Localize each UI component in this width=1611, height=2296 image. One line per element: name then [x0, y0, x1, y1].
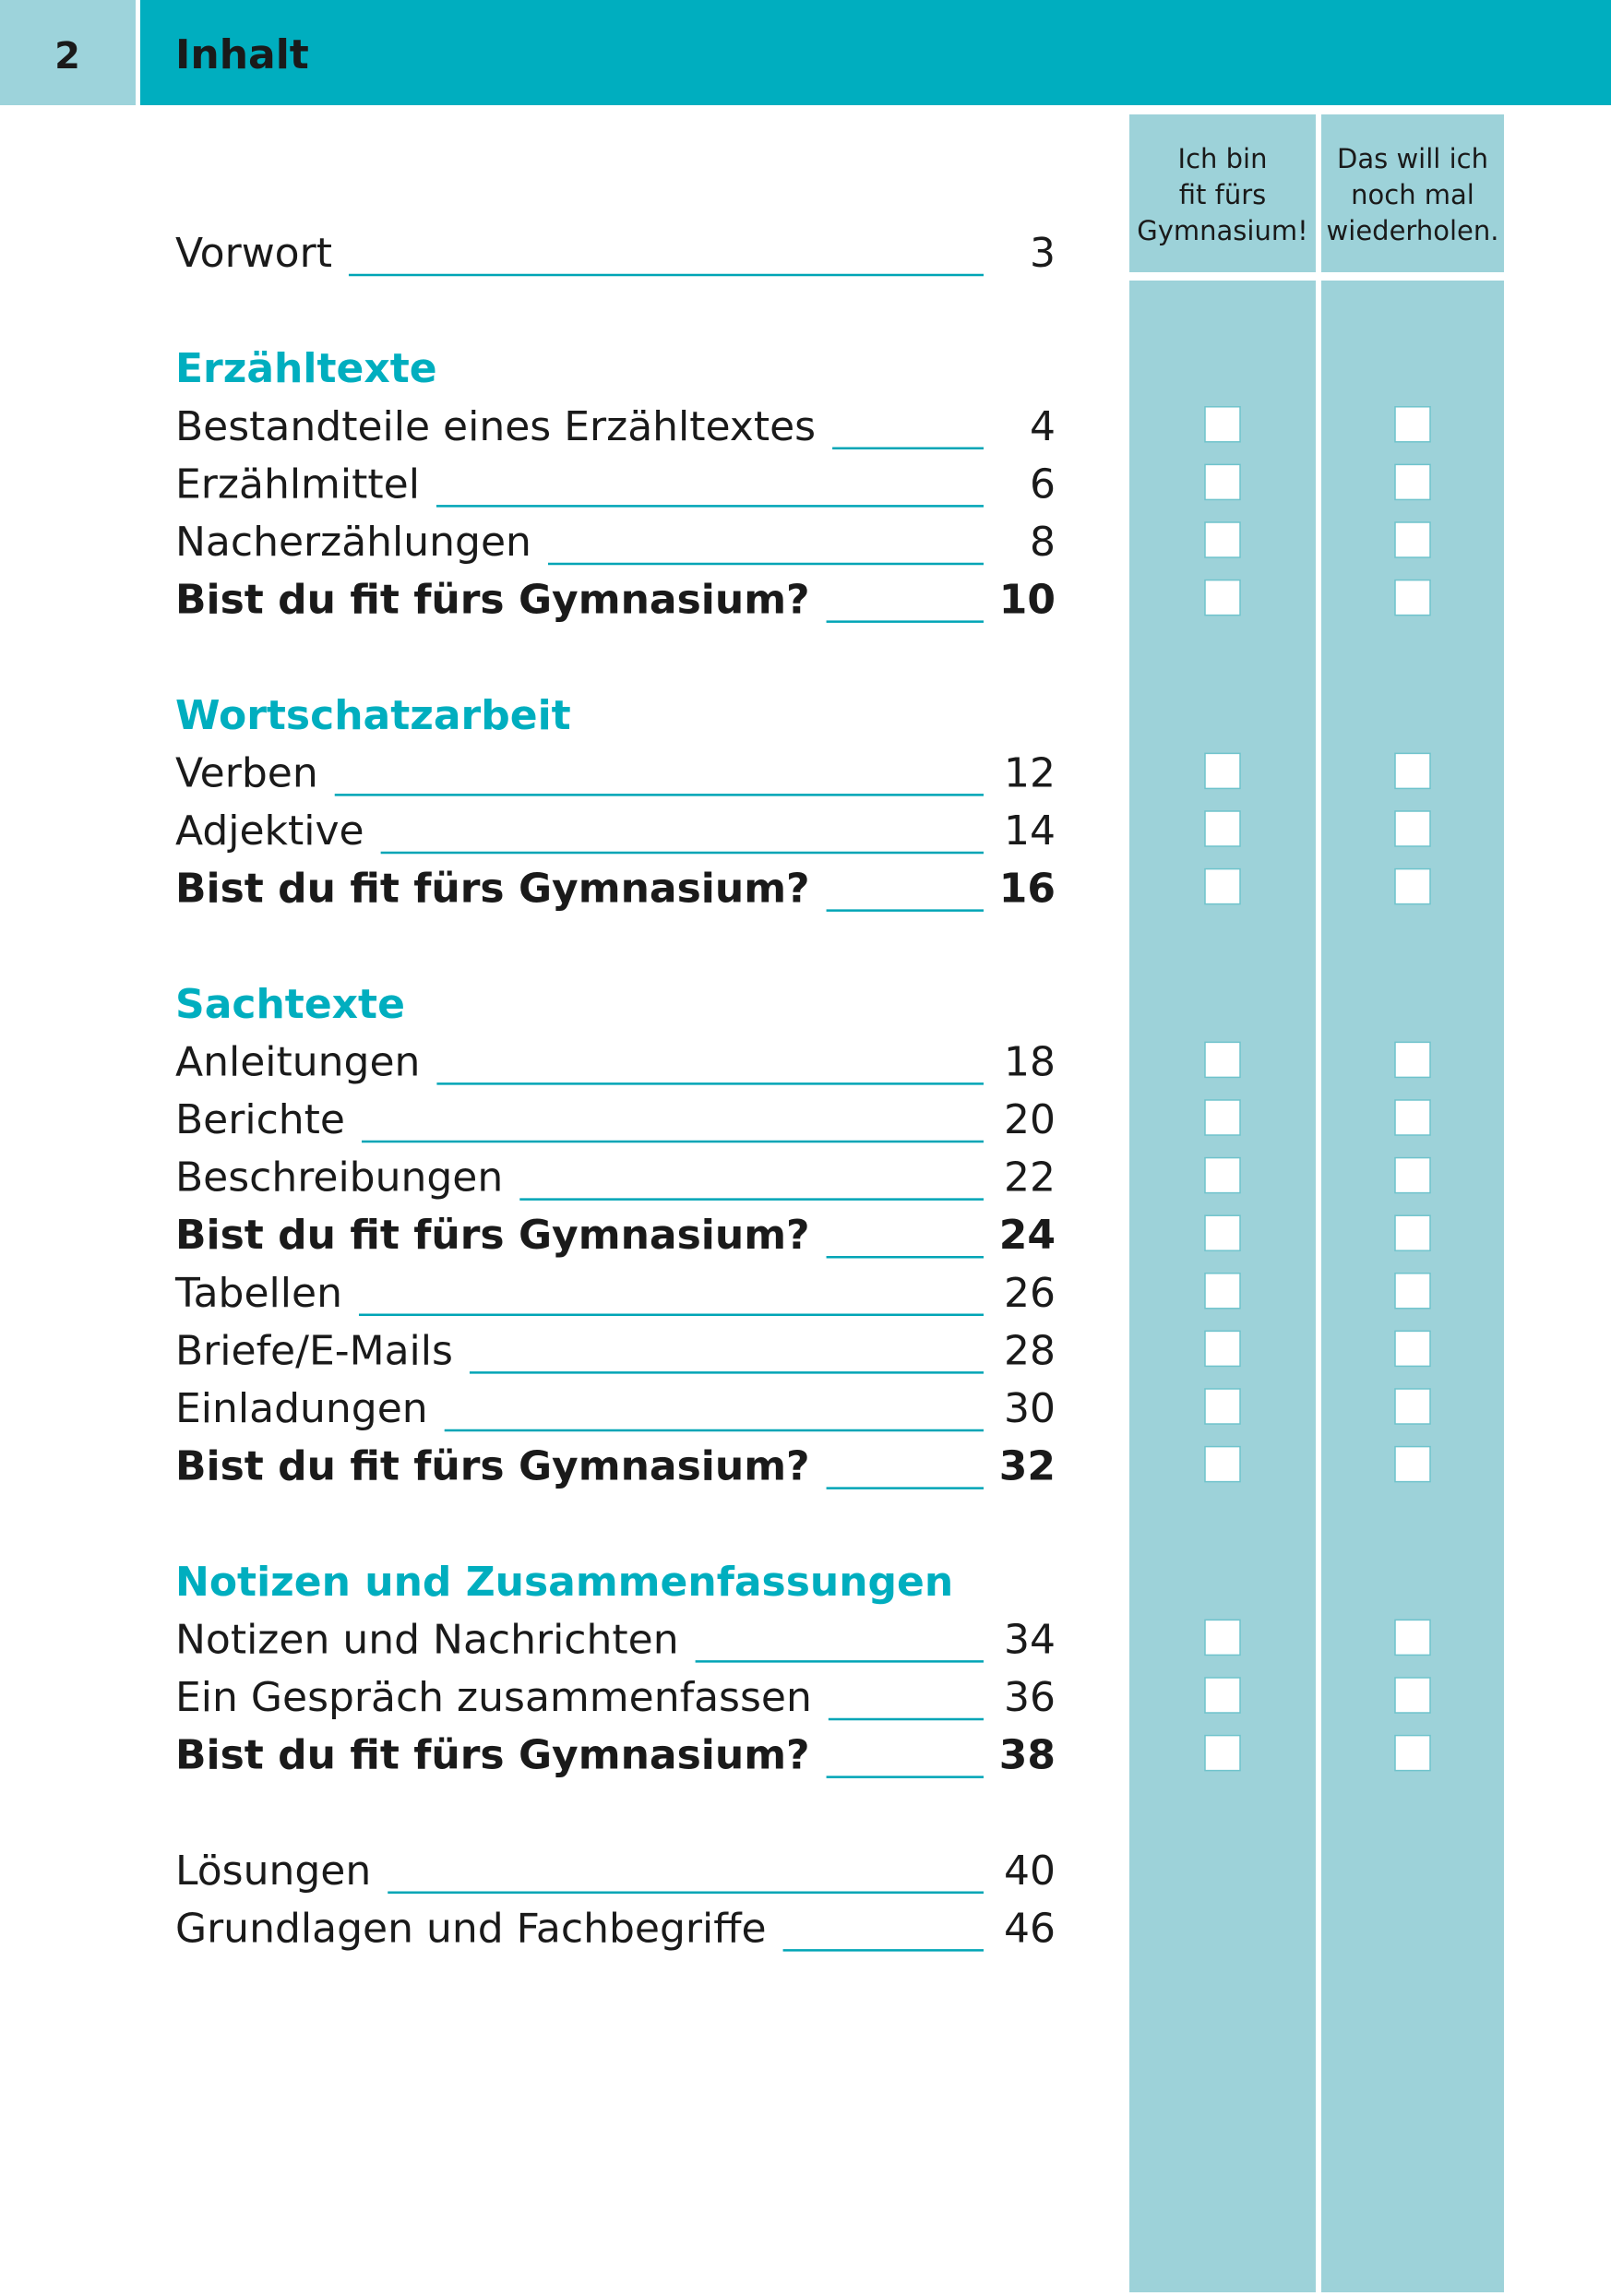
toc-entry: Notizen und Nachrichten — [175, 1616, 679, 1663]
column-header: Das will ich — [1337, 143, 1488, 174]
toc-entry: Verben — [175, 749, 318, 796]
toc-page: 38 — [999, 1732, 1056, 1779]
page-title: Inhalt — [175, 31, 309, 78]
column-header: Ich bin — [1178, 143, 1268, 174]
toc-page: 26 — [1004, 1270, 1056, 1317]
checkbox — [1394, 406, 1431, 443]
checkbox — [1394, 1156, 1431, 1194]
toc-page: 22 — [1004, 1154, 1056, 1202]
checkbox — [1204, 1734, 1241, 1772]
toc-entry: Briefe/E-Mails — [175, 1327, 453, 1374]
toc-entry: Vorwort — [175, 230, 332, 277]
checkbox — [1204, 810, 1241, 847]
toc-entry: Einladungen — [175, 1385, 428, 1432]
checkbox — [1394, 1619, 1431, 1656]
checkbox — [1394, 1273, 1431, 1309]
column-header: noch mal — [1351, 179, 1474, 210]
checkbox — [1394, 1330, 1431, 1368]
checkbox — [1204, 1214, 1241, 1251]
toc-page: 20 — [1004, 1096, 1056, 1143]
page-number: 2 — [54, 35, 80, 78]
section-heading: Sachtexte — [175, 981, 405, 1028]
checkbox — [1204, 1041, 1241, 1079]
toc-entry: Bist du fit fürs Gymnasium? — [175, 1212, 810, 1259]
toc-page: 18 — [1004, 1038, 1056, 1085]
column-header: Gymnasium! — [1137, 215, 1307, 246]
checkbox — [1204, 463, 1241, 501]
toc-entry: Bist du fit fürs Gymnasium? — [175, 866, 810, 913]
toc-entry: Adjektive — [175, 807, 364, 855]
toc-page: 10 — [999, 577, 1056, 624]
toc-page: 4 — [1030, 403, 1056, 450]
toc-page: 40 — [1004, 1848, 1056, 1895]
toc-page: 46 — [1004, 1905, 1056, 1952]
checkbox — [1394, 1099, 1431, 1136]
toc-page: 34 — [1004, 1616, 1056, 1663]
checkbox — [1394, 1677, 1431, 1714]
checkbox — [1394, 463, 1431, 501]
toc-entry: Bist du fit fürs Gymnasium? — [175, 577, 810, 624]
toc-entry: Grundlagen und Fachbegriffe — [175, 1905, 767, 1952]
checkbox — [1204, 406, 1241, 443]
checkbox — [1204, 1677, 1241, 1714]
toc-page: 8 — [1030, 519, 1056, 566]
checkbox — [1204, 1619, 1241, 1656]
checkbox — [1394, 810, 1431, 847]
toc-entry: Anleitungen — [175, 1038, 420, 1085]
checkbox — [1204, 1273, 1241, 1309]
section-heading: Wortschatzarbeit — [175, 692, 571, 739]
checkbox — [1204, 1445, 1241, 1483]
checkbox — [1394, 1734, 1431, 1772]
checkbox — [1394, 521, 1431, 558]
checkbox — [1394, 1041, 1431, 1079]
toc-page: 16 — [999, 866, 1056, 913]
toc-page: 14 — [1004, 807, 1056, 855]
toc-page: 28 — [1004, 1327, 1056, 1374]
column-header-bg — [1129, 114, 1316, 272]
toc-page: 36 — [1004, 1674, 1056, 1721]
checkbox — [1394, 1214, 1431, 1251]
checkbox — [1204, 1156, 1241, 1194]
toc-page: 6 — [1030, 460, 1056, 508]
toc-entry: Bist du fit fürs Gymnasium? — [175, 1443, 810, 1490]
checkbox — [1204, 521, 1241, 558]
toc-entry: Bist du fit fürs Gymnasium? — [175, 1732, 810, 1779]
checkbox — [1204, 867, 1241, 905]
toc-entry: Ein Gespräch zusammenfassen — [175, 1674, 812, 1721]
checkbox — [1394, 752, 1431, 790]
checkbox — [1394, 1388, 1431, 1425]
header-bar — [140, 0, 1611, 105]
checkbox — [1204, 579, 1241, 616]
checkbox — [1394, 867, 1431, 905]
checkbox — [1204, 1330, 1241, 1368]
toc-entry: Beschreibungen — [175, 1154, 503, 1202]
toc-entry: Tabellen — [174, 1270, 342, 1317]
column-header-bg — [1321, 114, 1504, 272]
toc-page: 24 — [999, 1212, 1056, 1259]
checkbox — [1204, 1099, 1241, 1136]
section-heading: Erzähltexte — [175, 345, 437, 392]
toc-page: 30 — [1004, 1385, 1056, 1432]
checkbox — [1204, 752, 1241, 790]
column-header: wiederholen. — [1327, 215, 1499, 246]
checkbox — [1394, 579, 1431, 616]
toc-entry: Lösungen — [175, 1848, 371, 1895]
toc-entry: Erzählmittel — [175, 460, 420, 508]
toc-page: 32 — [999, 1443, 1056, 1490]
toc-entry: Bestandteile eines Erzähltextes — [175, 403, 816, 450]
checkbox — [1204, 1388, 1241, 1425]
checkbox — [1394, 1445, 1431, 1483]
toc-entry: Berichte — [175, 1096, 345, 1143]
column-header: fit fürs — [1179, 179, 1266, 210]
page-number-box — [0, 0, 136, 105]
toc-page: 3 — [1030, 230, 1056, 277]
toc-page: 12 — [1004, 749, 1056, 796]
section-heading: Notizen und Zusammenfassungen — [175, 1559, 953, 1606]
toc-entry: Nacherzählungen — [175, 519, 531, 566]
